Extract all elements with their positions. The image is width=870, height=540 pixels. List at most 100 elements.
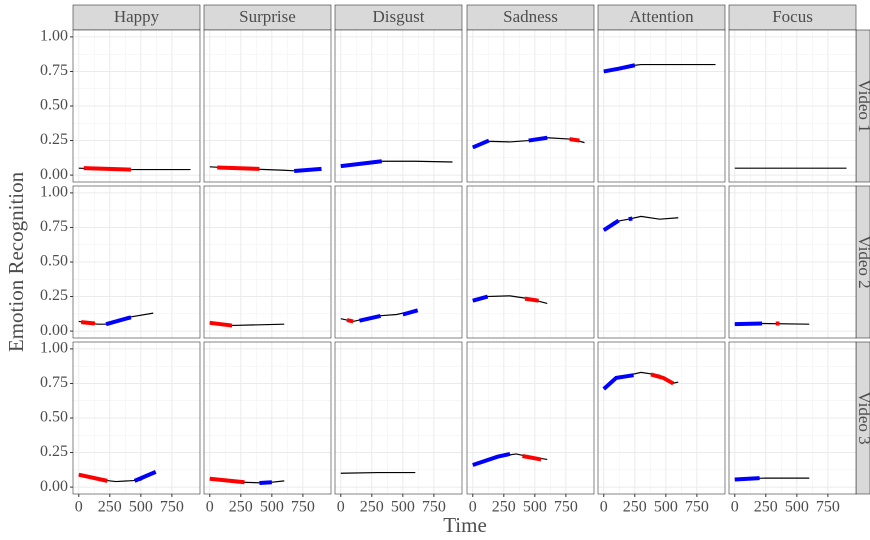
line (294, 166, 322, 173)
y-tick-label: 1.00 (40, 28, 68, 45)
x-tick-label: 250 (229, 499, 253, 516)
panel-border (466, 185, 595, 339)
line (209, 476, 245, 485)
panel-border (203, 185, 332, 339)
x-tick-label: 500 (654, 499, 678, 516)
panel-border (466, 29, 595, 183)
line (358, 313, 381, 323)
line (340, 471, 416, 474)
x-tick-label: 0 (206, 499, 214, 516)
y-tick-label: 0.00 (40, 166, 68, 183)
y-tick-label: 0.25 (40, 287, 68, 304)
x-tick-label: 750 (816, 499, 840, 516)
x-axis-label: Time (443, 513, 487, 537)
line (628, 216, 633, 222)
y-tick-label: 0.75 (40, 62, 68, 79)
y-tick-label: 0.25 (40, 443, 68, 460)
panel-border (203, 29, 332, 183)
line (133, 470, 157, 483)
x-tick-label: 500 (391, 499, 415, 516)
y-tick-label: 0.00 (40, 478, 68, 495)
line (472, 451, 511, 467)
column-strip-label: Focus (772, 7, 813, 26)
panel-border (72, 29, 201, 183)
column-strip-label: Happy (114, 7, 160, 26)
row-strip-label: Video 1 (855, 79, 870, 132)
y-tick-label: 1.00 (40, 184, 68, 201)
x-tick-label: 0 (600, 499, 608, 516)
line (602, 373, 634, 391)
strip (334, 4, 463, 31)
line (259, 480, 272, 485)
y-tick-label: 0.00 (40, 322, 68, 339)
panel-border (597, 185, 726, 339)
line (522, 454, 542, 462)
panel-border (72, 341, 201, 495)
line (209, 320, 233, 328)
x-tick-label: 250 (754, 499, 778, 516)
y-tick-label: 0.25 (40, 131, 68, 148)
panel-border (466, 341, 595, 495)
panel-border (728, 341, 857, 495)
panel-border (334, 29, 463, 183)
x-tick-label: 750 (422, 499, 446, 516)
panel-border (334, 185, 463, 339)
panel-border (597, 29, 726, 183)
line (603, 63, 636, 74)
x-tick-label: 0 (469, 499, 477, 516)
panel-border (72, 185, 201, 339)
x-tick-label: 750 (554, 499, 578, 516)
x-tick-label: 500 (523, 499, 547, 516)
line (471, 138, 490, 150)
panel-border (203, 341, 332, 495)
line (528, 135, 548, 143)
panel-border (728, 185, 857, 339)
line (105, 315, 132, 327)
x-tick-label: 500 (785, 499, 809, 516)
x-tick-label: 250 (623, 499, 647, 516)
y-tick-label: 0.75 (40, 374, 68, 391)
x-tick-label: 750 (291, 499, 315, 516)
column-strip-label: Disgust (373, 7, 425, 26)
line (83, 166, 131, 172)
x-tick-label: 750 (685, 499, 709, 516)
y-axis-label: Emotion Recognition (4, 171, 28, 352)
panel-border (334, 341, 463, 495)
strip (466, 4, 595, 31)
column-strip-label: Surprise (239, 7, 296, 26)
line (472, 294, 489, 303)
y-tick-label: 0.50 (40, 253, 68, 270)
column-strip-label: Sadness (503, 7, 558, 26)
line (346, 318, 354, 324)
line (340, 159, 382, 169)
x-tick-label: 250 (98, 499, 122, 516)
y-tick-label: 0.50 (40, 409, 68, 426)
line (734, 321, 763, 327)
line (650, 372, 675, 386)
row-strip-label: Video 2 (855, 235, 870, 288)
line (402, 308, 419, 317)
line (602, 218, 620, 232)
line (569, 137, 580, 143)
panel-border (728, 29, 857, 183)
x-tick-label: 500 (129, 499, 153, 516)
line (217, 165, 260, 171)
panel-border (597, 341, 726, 495)
line (78, 472, 108, 483)
x-tick-label: 0 (731, 499, 739, 516)
y-tick-label: 0.50 (40, 97, 68, 114)
x-tick-label: 250 (360, 499, 384, 516)
line (524, 296, 539, 303)
y-tick-label: 0.75 (40, 218, 68, 235)
y-tick-label: 1.00 (40, 340, 68, 357)
x-tick-label: 250 (492, 499, 516, 516)
column-strip-label: Attention (629, 7, 694, 26)
row-strip-label: Video 3 (855, 391, 870, 444)
x-tick-label: 500 (260, 499, 284, 516)
x-tick-label: 750 (160, 499, 184, 516)
strip (203, 4, 332, 31)
x-tick-label: 0 (337, 499, 345, 516)
strip (728, 4, 857, 31)
line (81, 320, 96, 326)
